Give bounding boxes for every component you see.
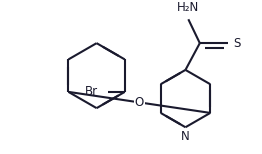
Text: O: O: [135, 96, 144, 109]
Text: Br: Br: [85, 85, 98, 98]
Text: S: S: [233, 37, 241, 50]
Text: H₂N: H₂N: [177, 2, 199, 14]
Text: N: N: [181, 130, 190, 143]
